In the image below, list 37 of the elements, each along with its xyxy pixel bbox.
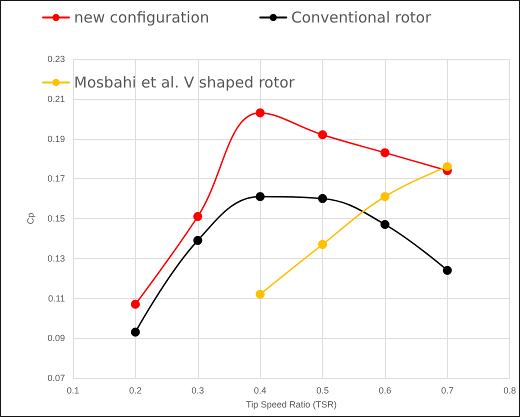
y-tick-label: 0.23 <box>47 54 65 64</box>
point <box>193 212 202 222</box>
x-tick-label: 0.1 <box>66 386 80 396</box>
point <box>442 162 452 172</box>
y-tick-label: 0.19 <box>47 134 65 144</box>
x-tick-label: 0.7 <box>441 386 454 396</box>
y-tick-label: 0.09 <box>47 333 65 344</box>
point <box>318 130 328 140</box>
x-tick-label: 0.6 <box>378 386 392 396</box>
legend-label: Conventional rotor <box>291 8 432 26</box>
point <box>130 328 140 337</box>
y-axis-title: Cp <box>26 212 36 224</box>
y-tick-label: 0.11 <box>48 293 65 304</box>
x-tick-label: 0.3 <box>192 386 204 396</box>
x-tick-label: 0.8 <box>503 386 516 396</box>
y-tick-label: 0.13 <box>47 253 65 264</box>
y-tick-label: 0.15 <box>47 214 65 224</box>
point <box>442 266 452 275</box>
point <box>318 194 328 204</box>
point <box>380 148 390 158</box>
point <box>318 240 328 249</box>
legend-label: Mosbahi et al. V shaped rotor <box>74 74 296 92</box>
point <box>380 192 390 202</box>
point <box>130 300 140 309</box>
point <box>256 108 265 118</box>
legend-label: new configuration <box>74 8 210 26</box>
point <box>256 290 265 299</box>
y-tick-label: 0.07 <box>47 373 65 383</box>
x-axis-title: Tip Speed Ratio (TSR) <box>246 399 337 410</box>
x-tick-label: 0.4 <box>254 386 266 396</box>
y-tick-label: 0.17 <box>47 174 65 184</box>
x-tick-label: 0.2 <box>129 386 142 396</box>
point <box>193 236 202 245</box>
y-tick-label: 0.21 <box>47 94 65 104</box>
point <box>256 192 265 202</box>
x-tick-label: 0.5 <box>316 386 329 396</box>
point <box>380 220 390 229</box>
